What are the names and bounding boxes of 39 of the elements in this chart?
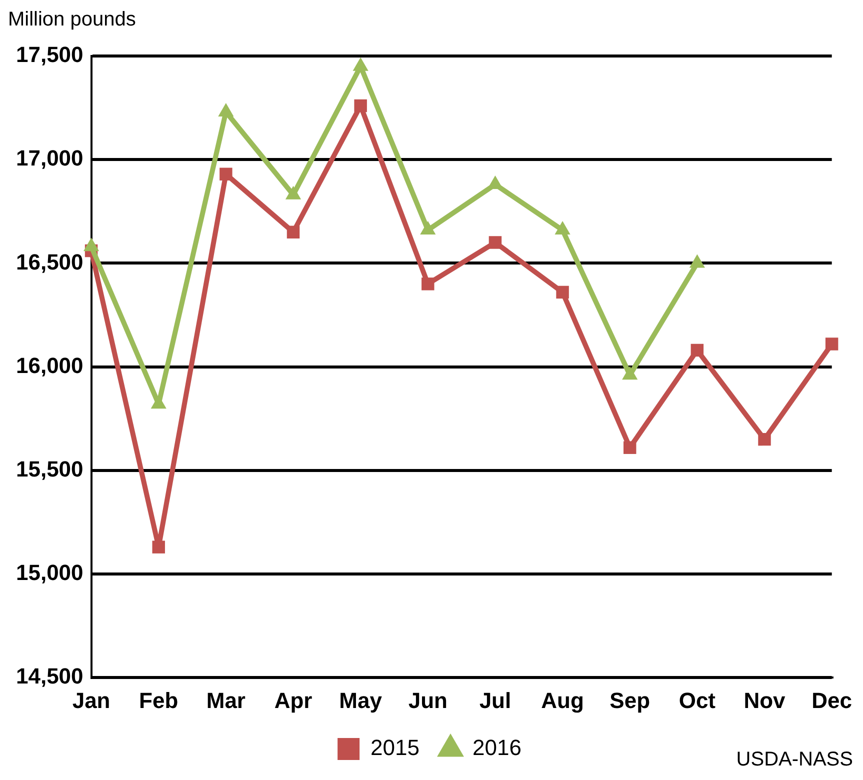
x-tick-label: Sep (610, 688, 650, 713)
point (422, 278, 434, 290)
x-tick-label: Apr (274, 688, 313, 713)
x-tick-label: Nov (744, 688, 786, 713)
x-tick-label: Jun (408, 688, 448, 713)
point (690, 344, 704, 357)
y-tick-label: 16,500 (16, 249, 84, 274)
y-tick-label: 15,000 (16, 560, 84, 586)
point (352, 57, 368, 71)
point (689, 254, 705, 268)
y-tick-label: 15,500 (16, 456, 84, 482)
point (285, 186, 302, 200)
point (152, 540, 165, 554)
y-tick-label: 16,000 (16, 352, 84, 378)
text: USDA-NASS (736, 748, 853, 771)
point (83, 238, 100, 252)
x-tick-label: Jan (72, 688, 110, 713)
x-tick-label: Dec (812, 688, 852, 713)
point (556, 286, 569, 299)
point (554, 221, 570, 235)
point (623, 441, 636, 454)
point (286, 226, 300, 238)
x-tick-label: Aug (541, 688, 584, 713)
point (420, 221, 436, 235)
point (825, 338, 838, 350)
x-tick-label: May (339, 688, 383, 713)
x-tick-label: Oct (678, 688, 716, 713)
point (218, 102, 234, 116)
y-tick-label: 14,500 (16, 664, 84, 689)
point (488, 236, 502, 249)
y-tick-label: 17,000 (16, 146, 84, 171)
x-tick-label: Jul (479, 688, 512, 713)
point (758, 432, 771, 446)
y-tick-label: 17,500 (16, 42, 84, 68)
legend-label: 2015 (370, 735, 420, 760)
y-axis-title: Million pounds (8, 8, 136, 31)
x-tick-label: Feb (139, 688, 178, 713)
legend-label: 2016 (472, 735, 522, 760)
x-tick-label: Mar (206, 688, 246, 713)
